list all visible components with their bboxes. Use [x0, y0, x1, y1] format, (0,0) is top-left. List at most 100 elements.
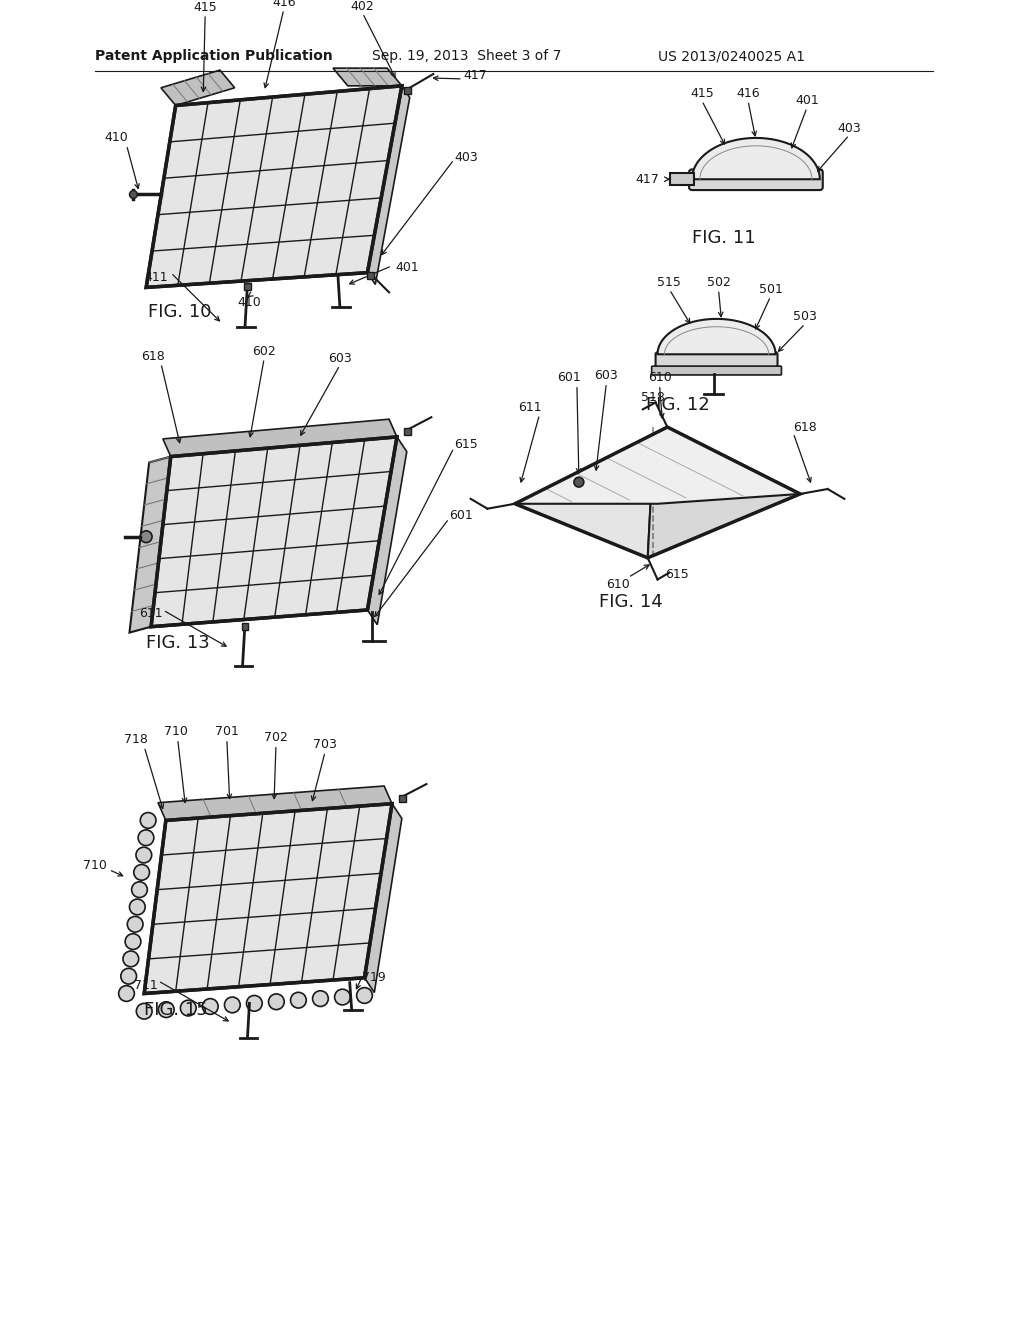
Circle shape — [203, 999, 218, 1014]
Text: 718: 718 — [124, 734, 148, 746]
Text: 711: 711 — [134, 979, 158, 993]
Circle shape — [134, 865, 150, 880]
Circle shape — [180, 1001, 197, 1016]
Polygon shape — [161, 70, 234, 106]
Text: FIG. 12: FIG. 12 — [646, 396, 710, 414]
Polygon shape — [163, 420, 397, 457]
Polygon shape — [515, 428, 800, 504]
Text: 603: 603 — [328, 351, 352, 364]
Circle shape — [159, 1002, 174, 1018]
Bar — [403, 428, 411, 434]
Circle shape — [121, 969, 136, 985]
Text: FIG. 10: FIG. 10 — [148, 304, 212, 321]
Text: FIG. 14: FIG. 14 — [599, 593, 663, 611]
Polygon shape — [368, 86, 410, 285]
FancyBboxPatch shape — [651, 366, 781, 375]
Text: 410: 410 — [104, 132, 129, 144]
Circle shape — [574, 478, 584, 487]
Text: 501: 501 — [759, 282, 782, 296]
Circle shape — [129, 899, 145, 915]
Text: 601: 601 — [557, 371, 581, 384]
Bar — [403, 87, 411, 94]
Circle shape — [140, 531, 153, 543]
Circle shape — [291, 993, 306, 1008]
Circle shape — [224, 997, 241, 1012]
Text: 402: 402 — [350, 0, 375, 13]
Polygon shape — [515, 428, 668, 558]
Polygon shape — [158, 785, 392, 821]
Text: FIG. 15: FIG. 15 — [144, 1002, 208, 1019]
Circle shape — [132, 882, 147, 898]
Polygon shape — [657, 319, 775, 354]
Text: 416: 416 — [736, 87, 760, 100]
Text: 518: 518 — [641, 391, 665, 404]
Text: 415: 415 — [690, 87, 714, 100]
Text: 615: 615 — [454, 438, 477, 451]
Text: 403: 403 — [454, 150, 477, 164]
Bar — [399, 795, 406, 801]
Bar — [242, 623, 249, 630]
Text: FIG. 13: FIG. 13 — [146, 635, 210, 652]
Circle shape — [268, 994, 285, 1010]
Text: 610: 610 — [606, 578, 630, 591]
Text: 611: 611 — [139, 607, 163, 620]
Text: 410: 410 — [238, 296, 261, 309]
FancyBboxPatch shape — [689, 169, 822, 190]
Text: 416: 416 — [272, 0, 296, 9]
Circle shape — [138, 830, 154, 846]
Text: 603: 603 — [595, 370, 618, 383]
Circle shape — [140, 813, 156, 828]
Text: 503: 503 — [794, 310, 817, 323]
Circle shape — [136, 847, 152, 863]
Text: 702: 702 — [264, 731, 288, 744]
Text: 611: 611 — [518, 401, 542, 414]
Polygon shape — [648, 428, 800, 558]
Polygon shape — [365, 804, 401, 993]
Circle shape — [125, 933, 141, 949]
Text: 710: 710 — [164, 726, 187, 738]
Text: 502: 502 — [707, 276, 730, 289]
Text: 415: 415 — [194, 0, 217, 13]
Circle shape — [136, 1003, 153, 1019]
Text: FIG. 11: FIG. 11 — [692, 230, 756, 247]
Circle shape — [335, 989, 350, 1005]
Text: 701: 701 — [215, 726, 239, 738]
Circle shape — [123, 950, 138, 966]
Circle shape — [119, 986, 134, 1002]
FancyBboxPatch shape — [655, 352, 777, 370]
Text: 618: 618 — [794, 421, 817, 433]
Circle shape — [247, 995, 262, 1011]
Bar — [244, 284, 251, 290]
Polygon shape — [368, 437, 407, 624]
Text: 615: 615 — [666, 568, 689, 581]
Bar — [368, 272, 375, 279]
Text: 610: 610 — [647, 371, 672, 384]
Polygon shape — [146, 86, 401, 288]
Text: 703: 703 — [313, 738, 337, 751]
FancyBboxPatch shape — [671, 173, 694, 185]
Circle shape — [129, 190, 137, 198]
Text: 417: 417 — [636, 173, 659, 186]
Polygon shape — [129, 457, 171, 632]
Text: 601: 601 — [449, 510, 473, 523]
Text: 602: 602 — [252, 345, 276, 358]
Circle shape — [312, 991, 329, 1006]
Text: Patent Application Publication: Patent Application Publication — [95, 49, 333, 63]
Text: US 2013/0240025 A1: US 2013/0240025 A1 — [657, 49, 805, 63]
Text: 411: 411 — [144, 271, 168, 284]
Text: Sep. 19, 2013  Sheet 3 of 7: Sep. 19, 2013 Sheet 3 of 7 — [373, 49, 562, 63]
Polygon shape — [152, 437, 397, 627]
Circle shape — [356, 987, 373, 1003]
Text: 403: 403 — [838, 121, 861, 135]
Polygon shape — [333, 69, 401, 86]
Polygon shape — [144, 804, 392, 994]
Text: 719: 719 — [362, 972, 386, 985]
Text: 515: 515 — [657, 276, 681, 289]
Text: 710: 710 — [83, 859, 106, 873]
Text: 618: 618 — [141, 350, 165, 363]
Text: 401: 401 — [395, 261, 419, 275]
Text: 417: 417 — [464, 70, 487, 82]
Polygon shape — [692, 139, 820, 180]
Circle shape — [127, 916, 143, 932]
Text: 401: 401 — [796, 94, 819, 107]
